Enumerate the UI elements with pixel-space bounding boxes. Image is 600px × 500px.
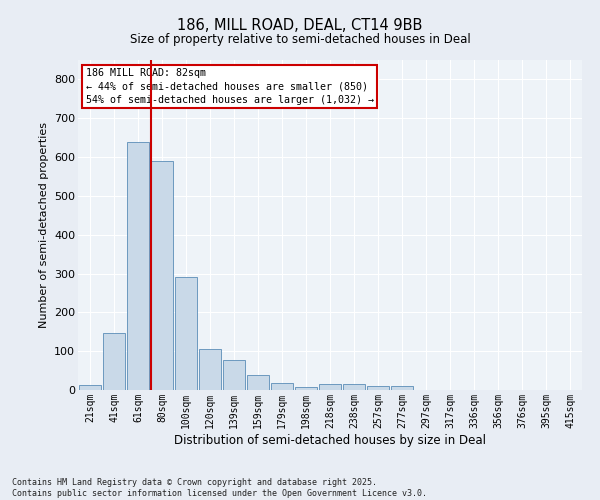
Bar — [247, 375, 269, 390]
Bar — [175, 278, 197, 390]
X-axis label: Distribution of semi-detached houses by size in Deal: Distribution of semi-detached houses by … — [174, 434, 486, 446]
Text: 186 MILL ROAD: 82sqm
← 44% of semi-detached houses are smaller (850)
54% of semi: 186 MILL ROAD: 82sqm ← 44% of semi-detac… — [86, 68, 374, 104]
Text: Size of property relative to semi-detached houses in Deal: Size of property relative to semi-detach… — [130, 32, 470, 46]
Bar — [319, 384, 341, 390]
Bar — [223, 360, 245, 390]
Bar — [79, 386, 101, 390]
Bar — [199, 349, 221, 390]
Bar — [367, 386, 389, 390]
Text: 186, MILL ROAD, DEAL, CT14 9BB: 186, MILL ROAD, DEAL, CT14 9BB — [178, 18, 422, 32]
Bar — [343, 384, 365, 390]
Bar — [391, 386, 413, 390]
Bar — [271, 384, 293, 390]
Bar — [151, 161, 173, 390]
Bar — [295, 387, 317, 390]
Text: Contains HM Land Registry data © Crown copyright and database right 2025.
Contai: Contains HM Land Registry data © Crown c… — [12, 478, 427, 498]
Bar — [127, 142, 149, 390]
Y-axis label: Number of semi-detached properties: Number of semi-detached properties — [38, 122, 49, 328]
Bar — [103, 332, 125, 390]
